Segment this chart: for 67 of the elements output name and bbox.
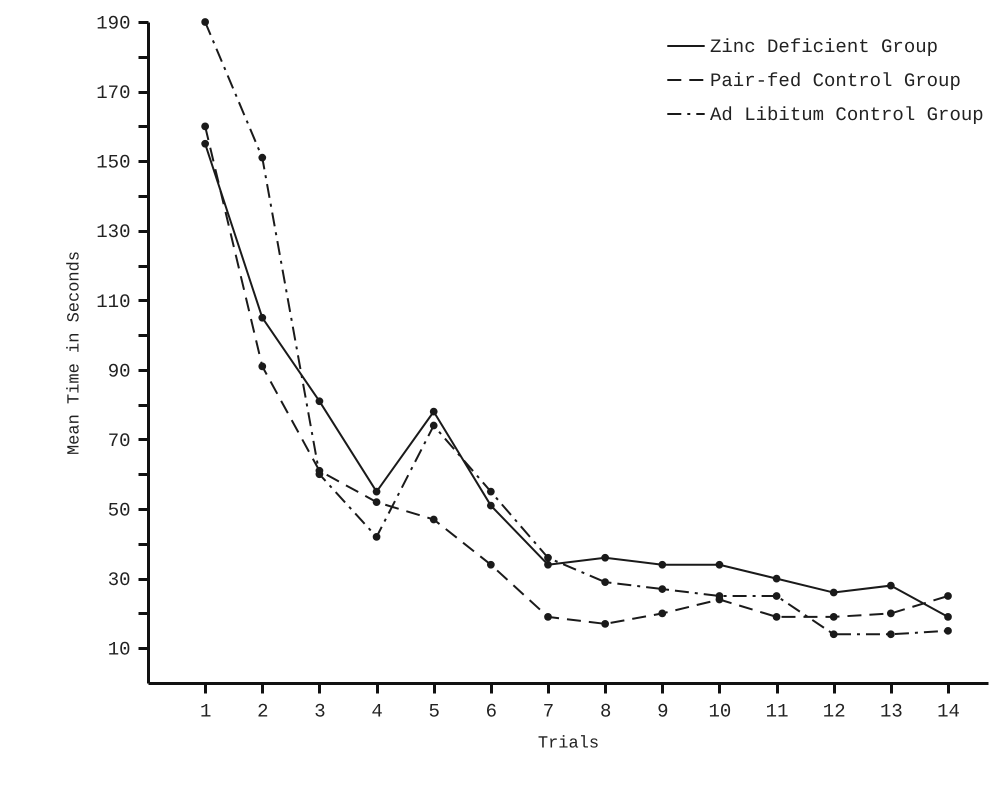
y-tick-label: 50	[108, 500, 130, 522]
y-tick-label: 110	[96, 290, 130, 313]
point	[772, 592, 780, 600]
point	[830, 588, 838, 596]
point	[201, 140, 210, 148]
point	[886, 582, 895, 590]
y-tick-label: 70	[108, 430, 130, 452]
point	[258, 154, 266, 162]
point	[372, 533, 380, 541]
point	[201, 122, 210, 130]
point	[601, 578, 610, 586]
point	[372, 498, 380, 506]
y-tick-label: 30	[108, 569, 130, 592]
point	[772, 574, 780, 582]
point	[944, 613, 952, 621]
point	[544, 560, 552, 569]
point	[658, 560, 666, 569]
x-tick-label: 7	[542, 700, 554, 722]
point	[944, 592, 952, 600]
x-tick-label: 5	[428, 700, 440, 722]
point	[886, 610, 895, 618]
point	[772, 613, 780, 621]
x-tick-label: 11	[766, 700, 788, 722]
point	[544, 613, 552, 621]
point	[430, 408, 438, 416]
x-axis-title: Trials	[538, 734, 600, 754]
y-tick-label: 190	[96, 12, 130, 34]
point	[944, 626, 952, 635]
point	[830, 613, 838, 621]
point	[601, 554, 610, 562]
point	[658, 610, 666, 618]
y-axis-title: Mean Time in Seconds	[65, 250, 84, 456]
point	[201, 18, 210, 26]
point	[258, 362, 266, 370]
legend-label: Ad Libitum Control Group	[710, 104, 984, 126]
point	[601, 620, 610, 628]
x-tick-label: 14	[937, 700, 960, 722]
y-tick-label: 170	[96, 82, 130, 104]
x-tick-label: 13	[880, 700, 903, 722]
point	[658, 585, 666, 593]
point	[430, 422, 438, 430]
point	[886, 630, 895, 638]
legend-label: Pair-fed Control Group	[710, 70, 961, 92]
point	[830, 630, 838, 638]
y-tick-label: 10	[108, 638, 130, 661]
point	[544, 554, 552, 562]
y-tick-label: 130	[96, 221, 130, 244]
x-tick-label: 6	[486, 700, 498, 722]
point	[486, 502, 495, 510]
x-tick-label: 1	[200, 700, 212, 722]
legend-label: Zinc Deficient Group	[710, 36, 938, 58]
x-tick-label: 8	[600, 700, 612, 722]
point	[258, 314, 266, 322]
y-tick-label: 150	[96, 152, 130, 174]
x-tick-label: 10	[708, 700, 732, 722]
y-tick-label: 90	[108, 360, 130, 382]
point	[430, 516, 438, 524]
x-tick-label: 3	[314, 700, 326, 722]
point	[372, 488, 380, 496]
point	[486, 560, 495, 569]
x-tick-label: 4	[371, 700, 383, 722]
point	[486, 488, 495, 496]
x-tick-label: 2	[257, 700, 268, 722]
point	[716, 560, 724, 569]
x-tick-label: 12	[822, 700, 846, 722]
point	[316, 397, 324, 406]
x-tick-label: 9	[657, 700, 668, 722]
